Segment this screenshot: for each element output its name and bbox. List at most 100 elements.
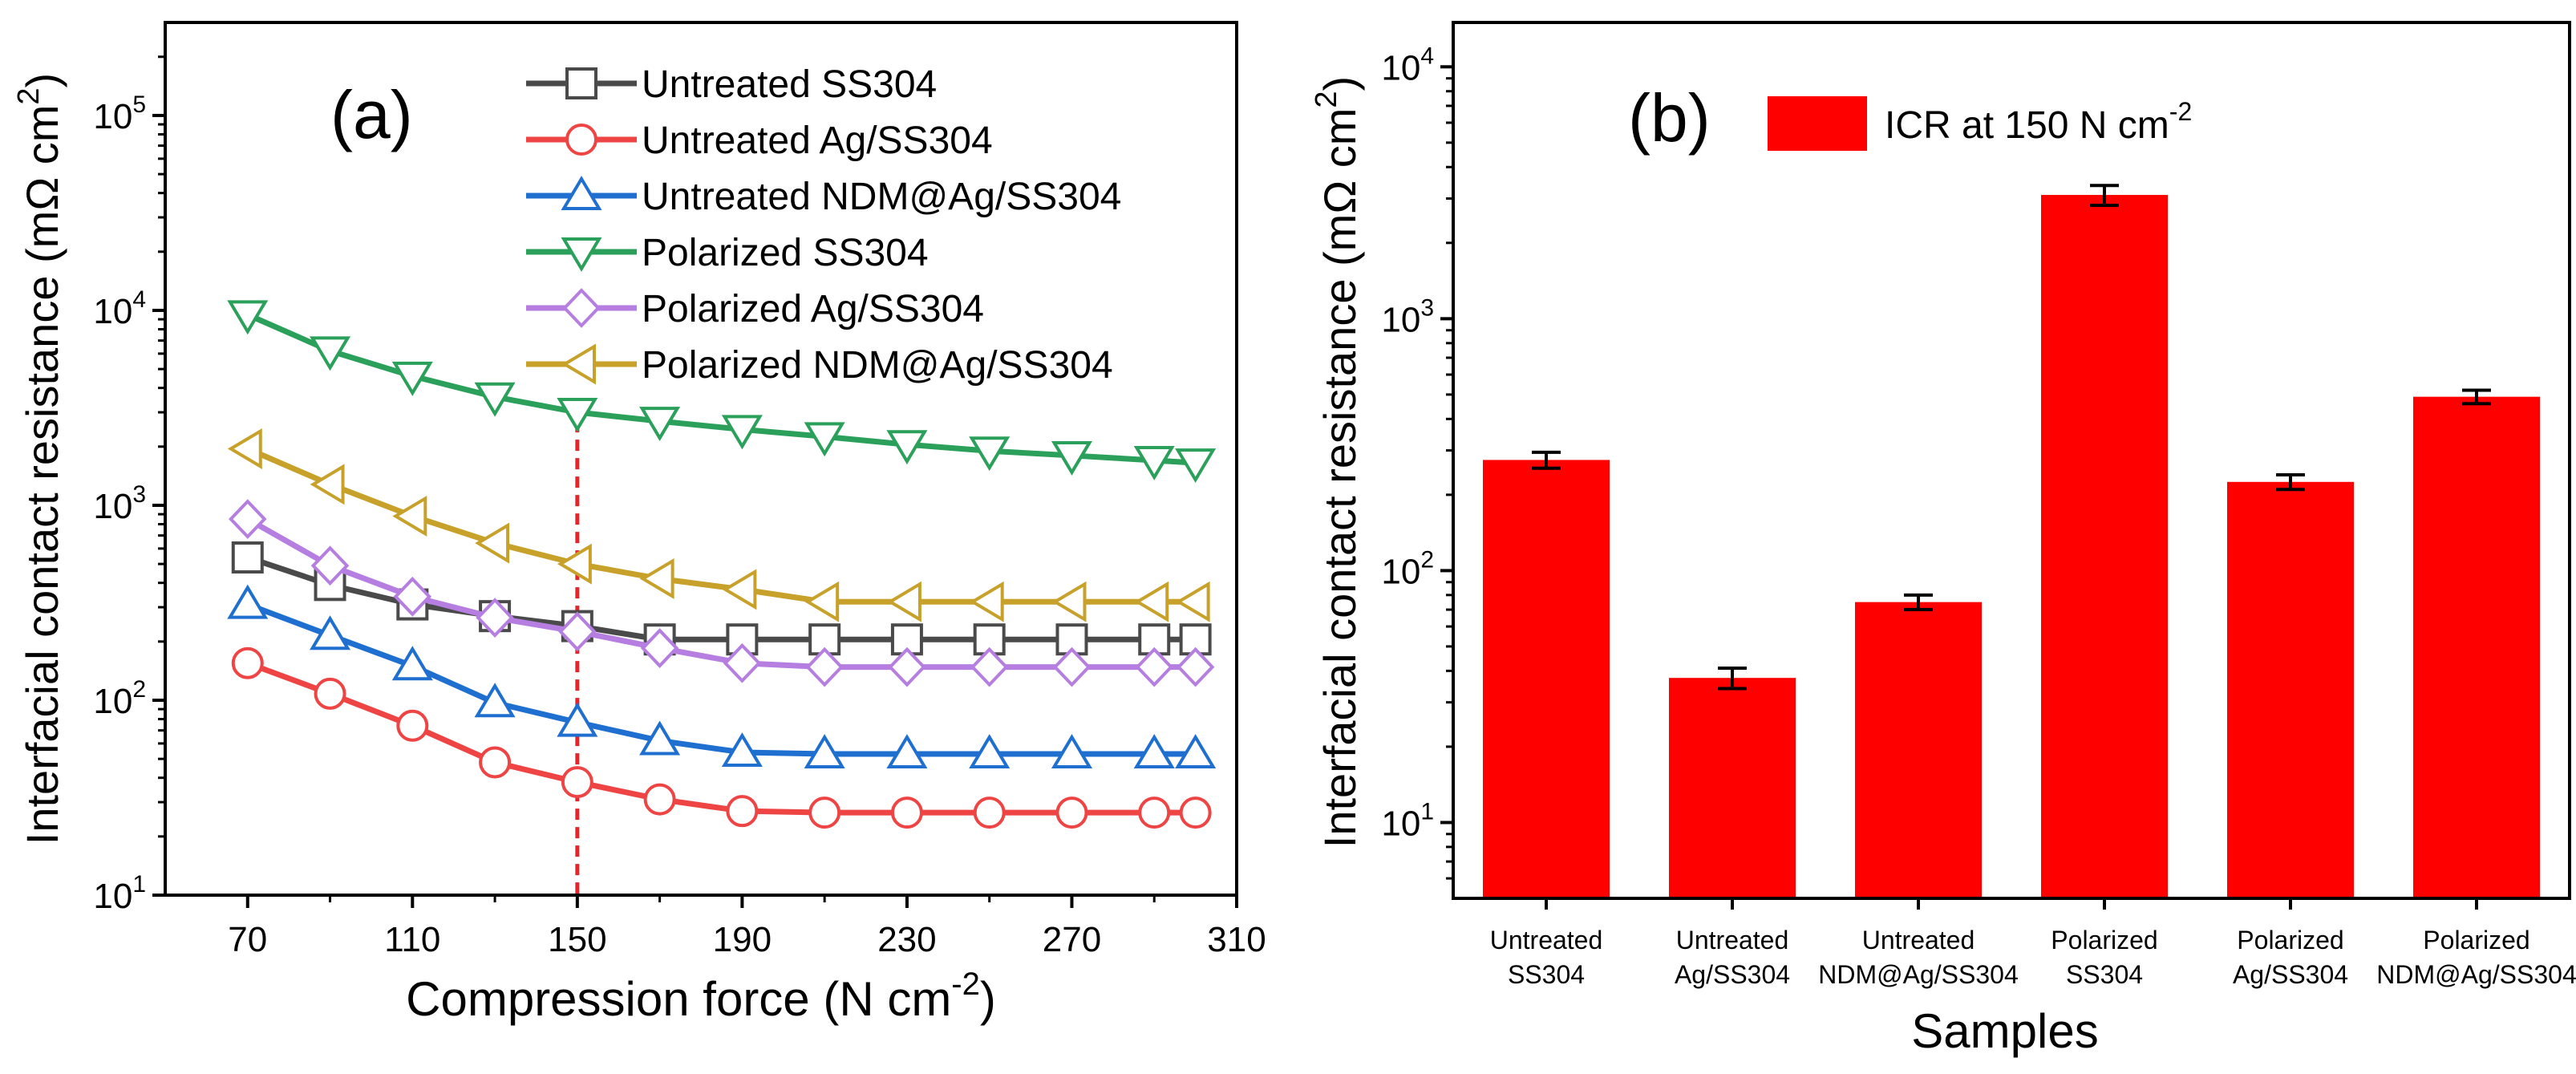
x-tick-label: 150 — [548, 920, 606, 959]
x-tick-label-line1: Polarized — [2237, 926, 2343, 954]
x-tick-label-line2: Ag/SS304 — [1675, 960, 1790, 989]
plot-frame — [1452, 21, 2571, 900]
y-tick-label: 101 — [93, 871, 146, 916]
x-tick-label-line2: SS304 — [2066, 960, 2143, 989]
y-tick-label: 104 — [1381, 43, 1434, 87]
data-point — [973, 796, 1006, 829]
legend-marker — [561, 237, 602, 272]
data-point — [1175, 448, 1217, 484]
data-point — [1175, 581, 1210, 622]
data-point — [890, 796, 923, 829]
series-untreated-ag-ss304 — [231, 646, 1212, 829]
series-untreated-ndm-ag-ss304 — [227, 584, 1217, 768]
bar — [1855, 602, 1982, 898]
data-point — [726, 795, 759, 828]
panel-label: (a) — [330, 77, 413, 152]
series-line — [246, 554, 1196, 642]
panel-label: (b) — [1628, 80, 1711, 156]
data-point — [1052, 646, 1092, 687]
data-point — [561, 766, 593, 799]
legend: Untreated SS304 Untreated Ag/SS304 Untreat… — [526, 63, 1121, 387]
panel-a: 70 110 150 190 230 270 310 101 102 103 104 105 Untre… — [12, 21, 1266, 1026]
x-tick-label-line2: Ag/SS304 — [2233, 960, 2348, 989]
series-polarized-ag-ss304 — [229, 499, 1215, 687]
bar — [1483, 460, 1610, 898]
x-tick-label: 270 — [1043, 920, 1101, 959]
x-tick-label: 310 — [1207, 920, 1266, 959]
x-tick-label: 230 — [877, 920, 936, 959]
data-point — [1175, 734, 1217, 768]
data-point — [1134, 581, 1169, 622]
data-point — [475, 522, 510, 564]
data-point — [1176, 646, 1215, 687]
data-point — [886, 734, 928, 768]
bar — [2413, 396, 2540, 899]
data-point — [887, 581, 921, 622]
series-polarized-ndm-ag-ss304 — [227, 428, 1210, 622]
data-point — [396, 709, 429, 742]
x-tick-label-line2: NDM@Ag/SS304 — [2376, 960, 2576, 989]
data-point — [392, 495, 427, 537]
data-point — [969, 581, 1004, 622]
data-point — [639, 720, 681, 756]
data-point — [1135, 646, 1173, 687]
data-point — [1133, 445, 1175, 480]
data-point — [722, 569, 757, 610]
x-axis-label: Compression force (N cm-2) — [406, 967, 996, 1026]
data-point — [1138, 796, 1171, 829]
y-tick-label: 105 — [93, 91, 146, 136]
data-point — [393, 576, 432, 617]
legend-label: Untreated SS304 — [642, 63, 937, 106]
bar — [2227, 481, 2354, 898]
legend-marker — [565, 67, 597, 99]
data-point — [1051, 734, 1092, 768]
data-point — [721, 415, 763, 450]
legend: ICR at 150 N cm-2 — [1768, 96, 2192, 151]
data-point — [391, 361, 433, 396]
x-tick-label-line1: Polarized — [2051, 926, 2157, 954]
legend-marker — [562, 288, 601, 328]
data-point — [969, 436, 1011, 472]
data-point — [1133, 734, 1175, 768]
data-point — [886, 430, 928, 465]
data-point — [310, 464, 345, 505]
series-polarized-ss304 — [227, 300, 1217, 484]
data-point — [808, 796, 841, 829]
series-line — [246, 660, 1196, 816]
x-tick-label: 190 — [713, 920, 772, 959]
series-line — [246, 312, 1196, 466]
x-tick-label-line1: Untreated — [1676, 926, 1789, 954]
legend-label: Polarized Ag/SS304 — [642, 288, 984, 330]
data-point — [970, 646, 1009, 687]
data-point — [227, 300, 269, 335]
panel-b: 101 102 103 104 Untreated SS304 Untreated Ag/SS… — [1310, 21, 2576, 1058]
y-axis-label: Interfacial contact resistance (mΩ cm2) — [12, 73, 67, 845]
x-tick-label-line2: SS304 — [1508, 960, 1585, 989]
series-line — [246, 517, 1196, 671]
data-point — [310, 545, 350, 586]
legend-swatch — [1768, 96, 1867, 151]
y-axis-label: Interfacial contact resistance (mΩ cm2) — [1310, 76, 1365, 848]
data-point — [557, 543, 592, 585]
data-point — [231, 541, 264, 574]
data-point — [558, 611, 597, 652]
data-point — [227, 584, 269, 619]
series-line — [246, 446, 1196, 605]
data-point — [640, 628, 679, 668]
data-point — [476, 598, 514, 638]
data-point — [804, 734, 845, 768]
data-point — [474, 382, 516, 417]
legend-label: Polarized NDM@Ag/SS304 — [642, 344, 1113, 387]
data-point — [723, 642, 762, 683]
data-point — [969, 734, 1011, 768]
data-point — [888, 646, 926, 687]
data-point — [310, 336, 351, 371]
data-point — [391, 646, 433, 681]
data-point — [804, 581, 840, 622]
data-point — [557, 702, 598, 737]
data-point — [805, 646, 844, 687]
x-tick-label: 70 — [228, 920, 267, 959]
y-tick-label: 101 — [1381, 798, 1434, 843]
y-tick-label: 102 — [93, 676, 146, 721]
